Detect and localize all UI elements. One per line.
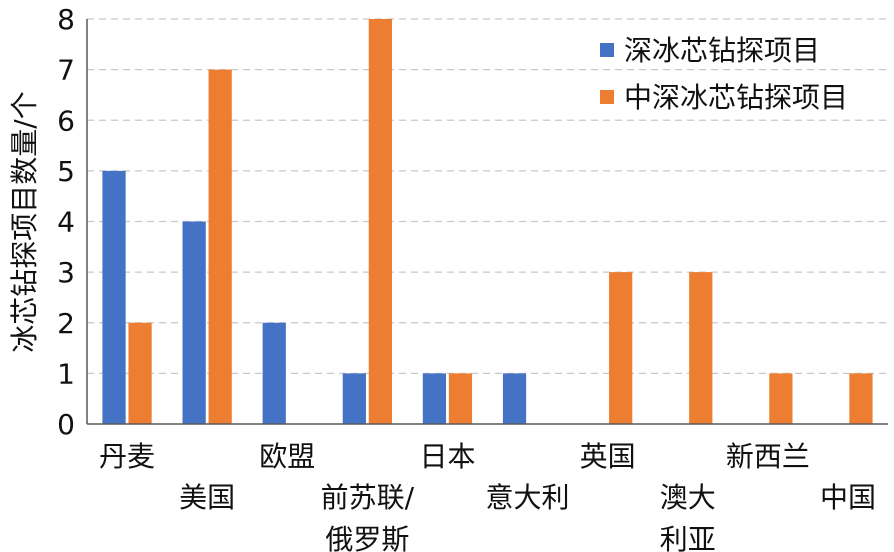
- x-tick-label: 丹麦: [99, 440, 155, 473]
- y-tick-label: 4: [57, 206, 75, 239]
- y-tick-labels: 0 1 2 3 4 5 6 7 8: [57, 3, 75, 441]
- bar-1-9: [849, 373, 873, 424]
- x-tick-label: 澳大: [660, 481, 716, 514]
- bar-1-7: [689, 272, 713, 424]
- y-tick-label: 1: [57, 357, 75, 390]
- x-tick-label: 俄罗斯: [325, 523, 409, 552]
- bar-0-3: [342, 373, 366, 424]
- x-tick-label: 意大利: [486, 481, 570, 514]
- y-tick-label: 0: [57, 408, 75, 441]
- y-axis-label: 冰芯钻探项目数量/个: [8, 91, 41, 352]
- bar-0-4: [422, 373, 447, 424]
- bar-0-1: [182, 221, 206, 424]
- x-tick-label: 美国: [179, 481, 235, 514]
- bar-1-6: [609, 272, 633, 424]
- x-tick-label: 前苏联/: [321, 481, 415, 514]
- axes: [86, 19, 888, 425]
- y-tick-label: 6: [57, 104, 75, 137]
- y-tick-label: 3: [57, 256, 75, 289]
- y-tick-label: 7: [57, 54, 75, 87]
- legend-label: 深冰芯钻探项目: [624, 34, 820, 67]
- legend-swatch: [600, 43, 614, 57]
- y-tick-label: 2: [57, 307, 75, 340]
- bar-1-8: [769, 373, 793, 424]
- bar-1-0: [128, 322, 152, 424]
- x-tick-label: 欧盟: [259, 440, 315, 473]
- legend-swatch: [600, 90, 614, 104]
- y-tick-label: 5: [57, 155, 75, 188]
- bar-1-1: [208, 69, 232, 424]
- bar-0-2: [262, 322, 286, 424]
- gridlines: [87, 18, 888, 374]
- x-tick-label: 日本: [419, 440, 475, 473]
- y-tick-label: 8: [57, 3, 75, 36]
- bar-1-4: [448, 373, 473, 424]
- bar-0-0: [102, 170, 126, 424]
- bar-1-3: [368, 19, 392, 424]
- legend-label: 中深冰芯钻探项目: [624, 81, 848, 114]
- x-tick-label: 新西兰: [726, 440, 810, 473]
- x-tick-label: 英国: [580, 440, 636, 473]
- bars: [102, 19, 873, 424]
- x-tick-label: 中国: [820, 481, 876, 514]
- x-tick-label: 利亚: [660, 523, 716, 552]
- bar-0-5: [502, 373, 527, 424]
